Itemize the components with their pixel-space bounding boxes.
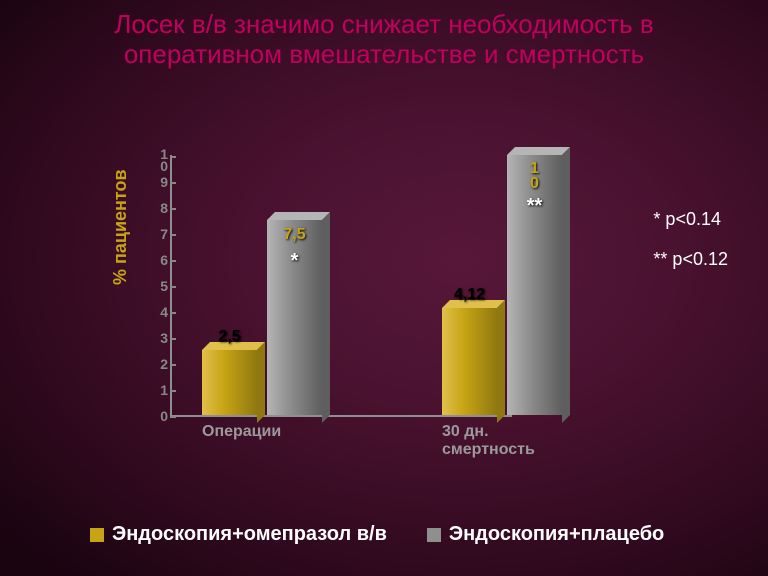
- significance-marker: *: [267, 250, 322, 273]
- y-axis-label: % пациентов: [110, 169, 131, 285]
- y-tick: 7: [144, 226, 168, 242]
- bar: 4,12: [442, 308, 497, 415]
- bar: 7,5 *: [267, 220, 322, 415]
- y-tick: 4: [144, 304, 168, 320]
- legend-label: Эндоскопия+плацебо: [449, 523, 664, 546]
- category-label: 30 дн. смертность: [442, 423, 552, 458]
- category-label: Операции: [202, 423, 312, 441]
- bar-value-label: 10: [507, 161, 562, 191]
- y-tick: 8: [144, 200, 168, 216]
- y-tick: 1: [144, 382, 168, 398]
- significance-notes: * p<0.14 ** p<0.12: [653, 200, 728, 279]
- y-tick: 10: [144, 148, 168, 173]
- legend-swatch: [90, 528, 104, 542]
- legend-item-omeprazol: Эндоскопия+омепразол в/в: [90, 523, 387, 546]
- y-tick: 9: [144, 174, 168, 190]
- legend-swatch: [427, 528, 441, 542]
- y-tick: 5: [144, 278, 168, 294]
- p-note-1: * p<0.14: [653, 200, 728, 240]
- y-tick: 6: [144, 252, 168, 268]
- bar-value-label: 7,5: [267, 226, 322, 244]
- bar-value-label: 2,5: [202, 328, 257, 346]
- y-tick: 0: [144, 408, 168, 424]
- legend: Эндоскопия+омепразол в/в Эндоскопия+плац…: [90, 523, 728, 546]
- y-tick: 2: [144, 356, 168, 372]
- legend-item-placebo: Эндоскопия+плацебо: [427, 523, 664, 546]
- slide-title: Лосек в/в значимо снижает необходимость …: [0, 0, 768, 70]
- slide-title-text: Лосек в/в значимо снижает необходимость …: [114, 9, 653, 69]
- legend-label: Эндоскопия+омепразол в/в: [112, 523, 387, 546]
- bar-value-label: 4,12: [442, 286, 497, 304]
- bar: 2,5: [202, 350, 257, 415]
- plot-area: 0123456789102,57,5*Операции4,1210**30 дн…: [170, 155, 512, 417]
- y-tick: 3: [144, 330, 168, 346]
- significance-marker: **: [507, 195, 562, 218]
- p-note-2: ** p<0.12: [653, 240, 728, 280]
- bar: 10 **: [507, 155, 562, 415]
- bar-chart: % пациентов 0123456789102,57,5*Операции4…: [130, 155, 510, 455]
